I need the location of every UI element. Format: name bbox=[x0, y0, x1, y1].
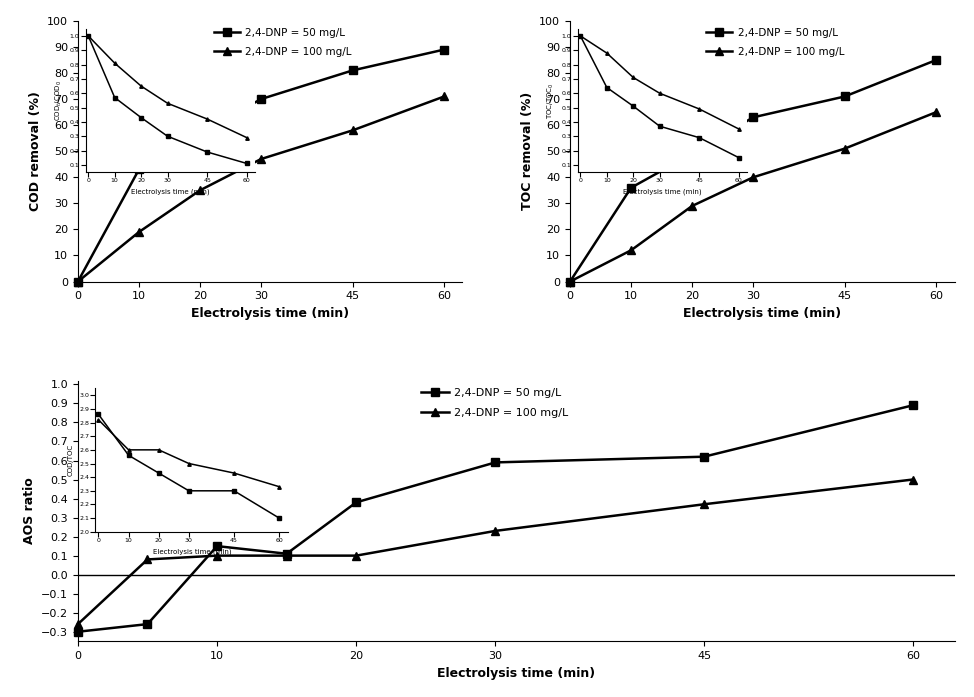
2,4-DNP = 100 mg/L bbox=[347, 126, 358, 135]
Legend: 2,4-DNP = 50 mg/L, 2,4-DNP = 100 mg/L: 2,4-DNP = 50 mg/L, 2,4-DNP = 100 mg/L bbox=[417, 383, 573, 422]
2,4-DNP = 50 mg/L bbox=[907, 401, 918, 410]
2,4-DNP = 100 mg/L bbox=[438, 92, 450, 100]
Line: 2,4-DNP = 100 mg/L: 2,4-DNP = 100 mg/L bbox=[74, 475, 917, 628]
X-axis label: Electrolysis time (min): Electrolysis time (min) bbox=[191, 307, 350, 320]
2,4-DNP = 100 mg/L bbox=[747, 173, 759, 181]
Line: 2,4-DNP = 50 mg/L: 2,4-DNP = 50 mg/L bbox=[566, 56, 940, 286]
2,4-DNP = 50 mg/L bbox=[839, 92, 850, 100]
2,4-DNP = 50 mg/L bbox=[281, 549, 292, 558]
2,4-DNP = 100 mg/L bbox=[281, 551, 292, 560]
2,4-DNP = 100 mg/L bbox=[625, 246, 637, 254]
2,4-DNP = 50 mg/L bbox=[698, 452, 710, 461]
X-axis label: Electrolysis time (min): Electrolysis time (min) bbox=[683, 307, 842, 320]
2,4-DNP = 100 mg/L bbox=[930, 108, 942, 116]
2,4-DNP = 50 mg/L bbox=[930, 56, 942, 64]
2,4-DNP = 50 mg/L bbox=[194, 129, 206, 137]
Legend: 2,4-DNP = 50 mg/L, 2,4-DNP = 100 mg/L: 2,4-DNP = 50 mg/L, 2,4-DNP = 100 mg/L bbox=[702, 24, 848, 61]
Text: (a): (a) bbox=[150, 29, 174, 44]
2,4-DNP = 50 mg/L bbox=[687, 150, 698, 158]
Y-axis label: TOC removal (%): TOC removal (%) bbox=[521, 92, 534, 210]
2,4-DNP = 100 mg/L bbox=[211, 551, 223, 560]
Line: 2,4-DNP = 50 mg/L: 2,4-DNP = 50 mg/L bbox=[74, 45, 448, 286]
2,4-DNP = 50 mg/L bbox=[255, 95, 267, 103]
2,4-DNP = 50 mg/L bbox=[438, 45, 450, 54]
2,4-DNP = 100 mg/L bbox=[133, 228, 145, 236]
Line: 2,4-DNP = 100 mg/L: 2,4-DNP = 100 mg/L bbox=[566, 108, 940, 286]
Text: (c): (c) bbox=[168, 388, 190, 404]
2,4-DNP = 100 mg/L bbox=[698, 500, 710, 508]
2,4-DNP = 50 mg/L bbox=[747, 113, 759, 121]
Text: (b): (b) bbox=[642, 29, 667, 44]
2,4-DNP = 100 mg/L bbox=[490, 527, 502, 535]
2,4-DNP = 50 mg/L bbox=[351, 498, 362, 507]
2,4-DNP = 100 mg/L bbox=[255, 155, 267, 163]
Line: 2,4-DNP = 100 mg/L: 2,4-DNP = 100 mg/L bbox=[74, 92, 448, 286]
Y-axis label: AOS ratio: AOS ratio bbox=[22, 477, 35, 544]
2,4-DNP = 50 mg/L bbox=[133, 165, 145, 174]
2,4-DNP = 100 mg/L bbox=[564, 277, 576, 286]
2,4-DNP = 100 mg/L bbox=[141, 556, 153, 564]
2,4-DNP = 100 mg/L bbox=[839, 144, 850, 153]
2,4-DNP = 50 mg/L bbox=[72, 627, 84, 636]
Y-axis label: COD removal (%): COD removal (%) bbox=[28, 91, 42, 211]
2,4-DNP = 50 mg/L bbox=[72, 277, 84, 286]
X-axis label: Electrolysis time (min): Electrolysis time (min) bbox=[437, 666, 595, 680]
2,4-DNP = 50 mg/L bbox=[347, 66, 358, 75]
2,4-DNP = 50 mg/L bbox=[564, 277, 576, 286]
2,4-DNP = 50 mg/L bbox=[211, 542, 223, 551]
2,4-DNP = 100 mg/L bbox=[72, 620, 84, 628]
2,4-DNP = 100 mg/L bbox=[194, 186, 206, 194]
2,4-DNP = 50 mg/L bbox=[141, 620, 153, 628]
2,4-DNP = 100 mg/L bbox=[72, 277, 84, 286]
Legend: 2,4-DNP = 50 mg/L, 2,4-DNP = 100 mg/L: 2,4-DNP = 50 mg/L, 2,4-DNP = 100 mg/L bbox=[210, 24, 356, 61]
2,4-DNP = 100 mg/L bbox=[687, 202, 698, 210]
Line: 2,4-DNP = 50 mg/L: 2,4-DNP = 50 mg/L bbox=[74, 401, 917, 636]
2,4-DNP = 50 mg/L bbox=[490, 458, 502, 466]
2,4-DNP = 100 mg/L bbox=[351, 551, 362, 560]
2,4-DNP = 50 mg/L bbox=[625, 183, 637, 192]
2,4-DNP = 100 mg/L bbox=[907, 475, 918, 484]
